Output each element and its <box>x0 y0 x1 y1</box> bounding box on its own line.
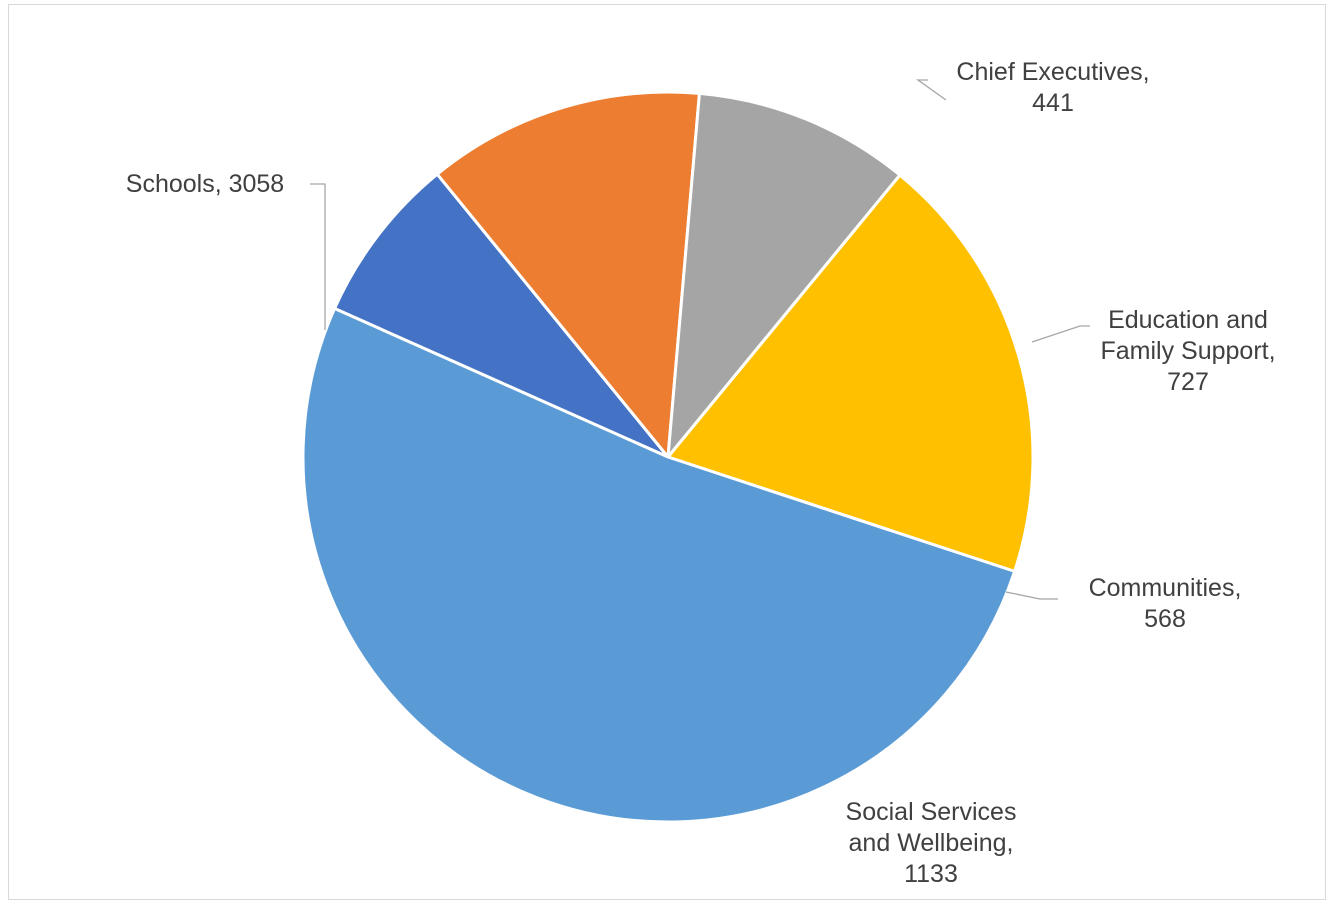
data-label-social-services-and-wellbeing: Social Services and Wellbeing, 1133 <box>846 798 1017 888</box>
pie-slice-education-and-family-support <box>435 90 701 459</box>
pie-slice-schools <box>301 307 1017 824</box>
data-label-communities: Communities, 568 <box>1089 574 1242 633</box>
pie-slice-chief-executives <box>333 172 670 459</box>
leader-line-schools <box>310 183 326 330</box>
leader-line-education-and-family-support <box>1031 325 1090 343</box>
data-labels: Chief Executives, 441 Education and Family … <box>126 58 1276 888</box>
pie-slices <box>301 90 1035 824</box>
data-label-chief-executives: Chief Executives, 441 <box>956 58 1149 117</box>
pie-slice-communities <box>666 91 902 459</box>
pie-slice-social-services-and-wellbeing <box>666 173 1035 573</box>
data-label-education-and-family-support: Education and Family Support, 727 <box>1100 306 1275 396</box>
leader-line-communities <box>1005 591 1058 600</box>
data-label-schools: Schools, 3058 <box>126 170 284 198</box>
leader-lines <box>310 79 1090 600</box>
leader-line-chief-executives <box>915 79 947 101</box>
